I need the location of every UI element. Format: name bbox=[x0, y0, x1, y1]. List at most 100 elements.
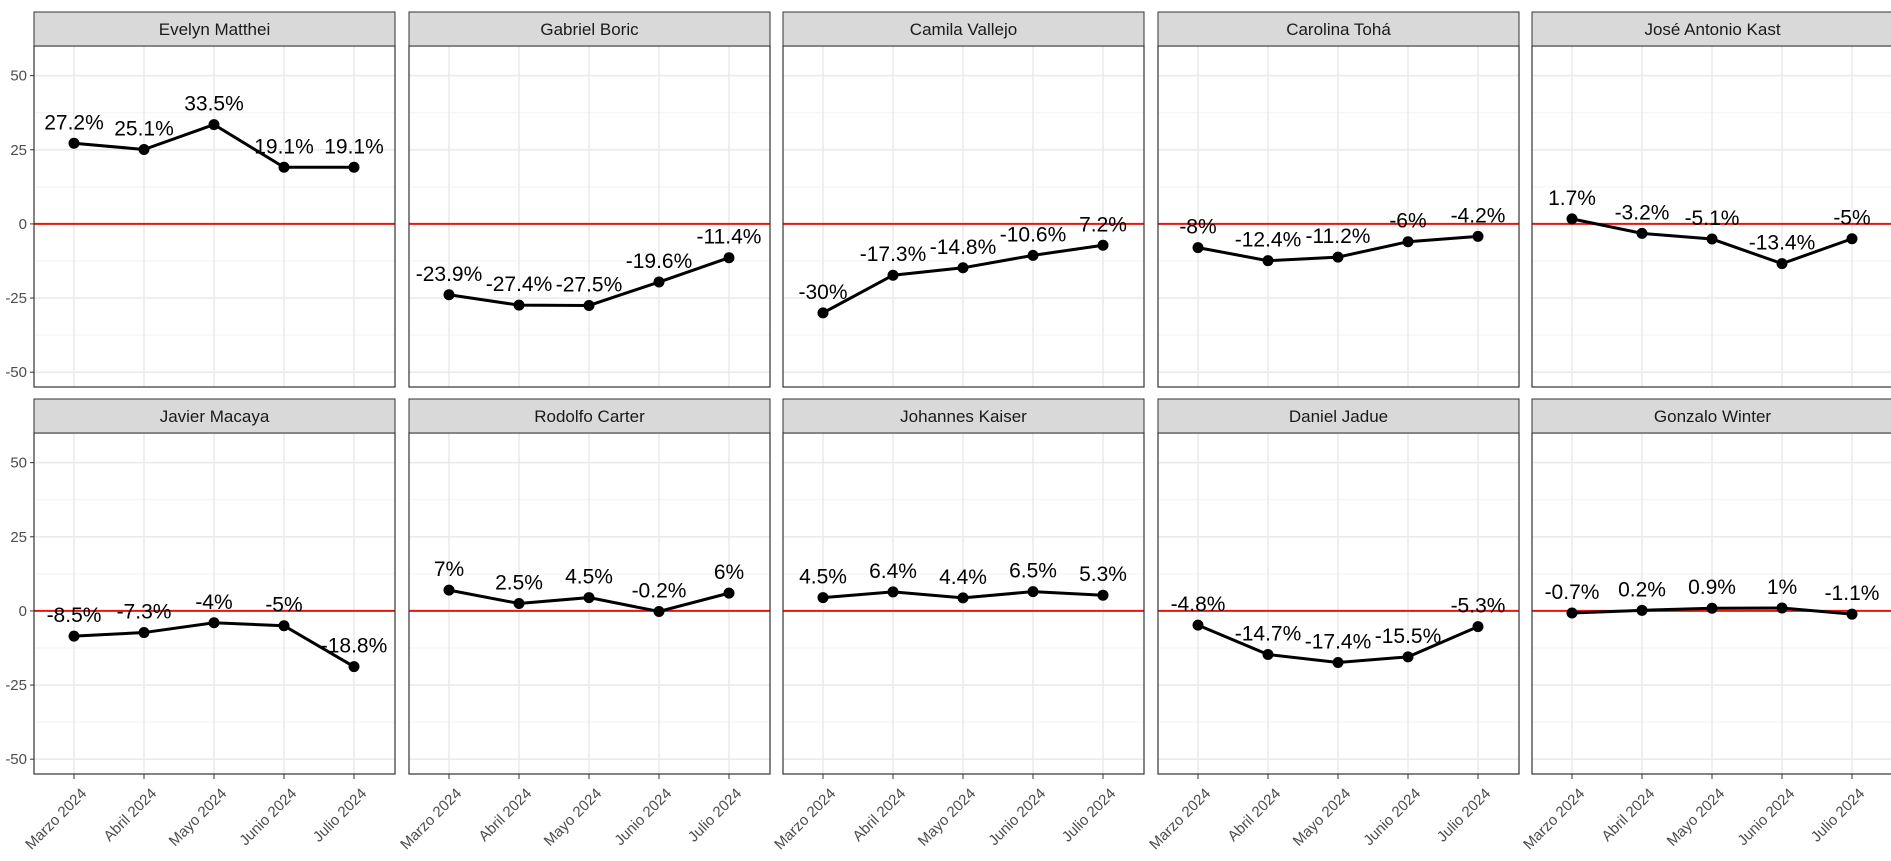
data-point bbox=[1332, 251, 1344, 263]
data-point bbox=[723, 587, 735, 599]
facet-title: Javier Macaya bbox=[160, 407, 270, 426]
y-tick-label: 50 bbox=[10, 68, 27, 85]
y-tick-label: 25 bbox=[10, 142, 27, 159]
facet-strip bbox=[408, 11, 771, 47]
facet-title: José Antonio Kast bbox=[1644, 20, 1780, 39]
x-tick-label: Abril 2024 bbox=[475, 785, 535, 845]
data-point bbox=[1636, 227, 1648, 239]
data-label: 19.1% bbox=[254, 135, 314, 158]
x-tick-label: Mayo 2024 bbox=[166, 785, 231, 850]
data-label: 0.9% bbox=[1688, 576, 1736, 599]
x-tick-label: Junio 2024 bbox=[985, 785, 1049, 849]
data-label: -5.1% bbox=[1685, 207, 1740, 230]
data-point bbox=[1706, 602, 1718, 614]
x-tick-label: Julio 2024 bbox=[1434, 785, 1494, 845]
data-label: -17.3% bbox=[860, 243, 927, 266]
x-tick-label: Junio 2024 bbox=[611, 785, 675, 849]
data-label: 7% bbox=[434, 558, 464, 581]
data-point bbox=[1262, 649, 1274, 661]
facet-panel: -0.7% 0.2% 0.9% 1% -1.1% Gonzalo Winter bbox=[1531, 398, 1891, 775]
data-label: -7.3% bbox=[117, 601, 172, 624]
data-label: -1.1% bbox=[1825, 582, 1880, 605]
data-point bbox=[208, 617, 220, 629]
facet-panel: 4.5% 6.4% 4.4% 6.5% 5.3% Johannes Kaiser bbox=[782, 398, 1145, 775]
x-tick-label: Marzo 2024 bbox=[1520, 785, 1588, 853]
data-point bbox=[1402, 651, 1414, 663]
data-label: -4.2% bbox=[1451, 204, 1506, 227]
data-point bbox=[1192, 242, 1204, 254]
data-label: -5% bbox=[265, 594, 302, 617]
data-label: 27.2% bbox=[44, 111, 104, 134]
y-tick-label: 25 bbox=[10, 529, 27, 546]
facet-strip bbox=[33, 398, 396, 434]
data-point bbox=[1097, 239, 1109, 251]
x-tick-label: Julio 2024 bbox=[1059, 785, 1119, 845]
data-label: 6.5% bbox=[1009, 560, 1057, 583]
data-point bbox=[1472, 230, 1484, 242]
data-point bbox=[138, 143, 150, 155]
data-point bbox=[1566, 607, 1578, 619]
data-point bbox=[1472, 621, 1484, 633]
data-label: -11.2% bbox=[1306, 225, 1371, 248]
data-label: -4% bbox=[195, 591, 232, 614]
x-tick-label: Junio 2024 bbox=[236, 785, 300, 849]
data-label: -23.9% bbox=[416, 263, 483, 286]
data-label: -17.4% bbox=[1305, 631, 1372, 654]
data-point bbox=[887, 586, 899, 598]
data-point bbox=[653, 276, 665, 288]
data-label: 19.1% bbox=[324, 135, 384, 158]
data-label: -14.8% bbox=[930, 236, 997, 259]
data-point bbox=[1636, 604, 1648, 616]
data-label: -27.5% bbox=[556, 273, 623, 296]
facet-title: Rodolfo Carter bbox=[534, 407, 645, 426]
data-point bbox=[957, 262, 969, 274]
data-label: -0.7% bbox=[1545, 581, 1600, 604]
data-label: 4.4% bbox=[939, 566, 987, 589]
x-tick-label: Marzo 2024 bbox=[22, 785, 90, 853]
data-point bbox=[653, 606, 665, 618]
x-tick-label: Abril 2024 bbox=[100, 785, 160, 845]
data-point bbox=[443, 289, 455, 301]
data-label: -4.8% bbox=[1171, 593, 1226, 616]
data-label: -6% bbox=[1389, 210, 1426, 233]
x-tick-label: Junio 2024 bbox=[1734, 785, 1798, 849]
data-label: 7.2% bbox=[1079, 213, 1127, 236]
x-tick-label: Marzo 2024 bbox=[771, 785, 839, 853]
data-point bbox=[278, 620, 290, 632]
data-label: -14.7% bbox=[1235, 623, 1302, 646]
x-tick-label: Junio 2024 bbox=[1360, 785, 1424, 849]
facet-panel: 7% 2.5% 4.5% -0.2% 6% Rodolfo Carter bbox=[408, 398, 771, 775]
data-label: 4.5% bbox=[799, 566, 847, 589]
data-label: -27.4% bbox=[486, 273, 553, 296]
x-tick-label: Marzo 2024 bbox=[397, 785, 465, 853]
data-label: 6% bbox=[714, 561, 744, 584]
data-label: -5% bbox=[1833, 207, 1870, 230]
facet-panel: -8.5% -7.3% -4% -5% -18.8% Javier Macaya bbox=[33, 398, 396, 775]
y-tick-label: -50 bbox=[5, 364, 27, 381]
facet-panel: 1.7% -3.2% -5.1% -13.4% -5% José Antonio Kast bbox=[1531, 11, 1891, 388]
x-tick-label: Abril 2024 bbox=[1224, 785, 1284, 845]
data-point bbox=[817, 592, 829, 604]
x-tick-label: Julio 2024 bbox=[1808, 785, 1868, 845]
data-point bbox=[513, 299, 525, 311]
facet-panel: -30% -17.3% -14.8%-10.6% 7.2% Camila Vallejo bbox=[782, 11, 1145, 388]
y-tick-label: -25 bbox=[5, 290, 27, 307]
data-point bbox=[443, 584, 455, 596]
data-label: -0.2% bbox=[632, 580, 687, 603]
data-point bbox=[348, 161, 360, 173]
data-label: 33.5% bbox=[184, 93, 244, 116]
facet-panel: -4.8% -14.7% -17.4% -15.5% -5.3% Daniel Jadue bbox=[1157, 398, 1520, 775]
x-tick-label: Mayo 2024 bbox=[541, 785, 606, 850]
facet-strip bbox=[1157, 11, 1520, 47]
x-tick-label: Mayo 2024 bbox=[1290, 785, 1355, 850]
facet-title: Gonzalo Winter bbox=[1654, 407, 1771, 426]
data-label: -18.8% bbox=[321, 635, 388, 658]
data-point bbox=[1097, 589, 1109, 601]
facet-title: Camila Vallejo bbox=[910, 20, 1017, 39]
data-point bbox=[138, 627, 150, 639]
data-label: 4.5% bbox=[565, 566, 613, 589]
data-label: -8.5% bbox=[47, 604, 102, 627]
x-tick-label: Mayo 2024 bbox=[1664, 785, 1729, 850]
data-label: -30% bbox=[798, 281, 847, 304]
